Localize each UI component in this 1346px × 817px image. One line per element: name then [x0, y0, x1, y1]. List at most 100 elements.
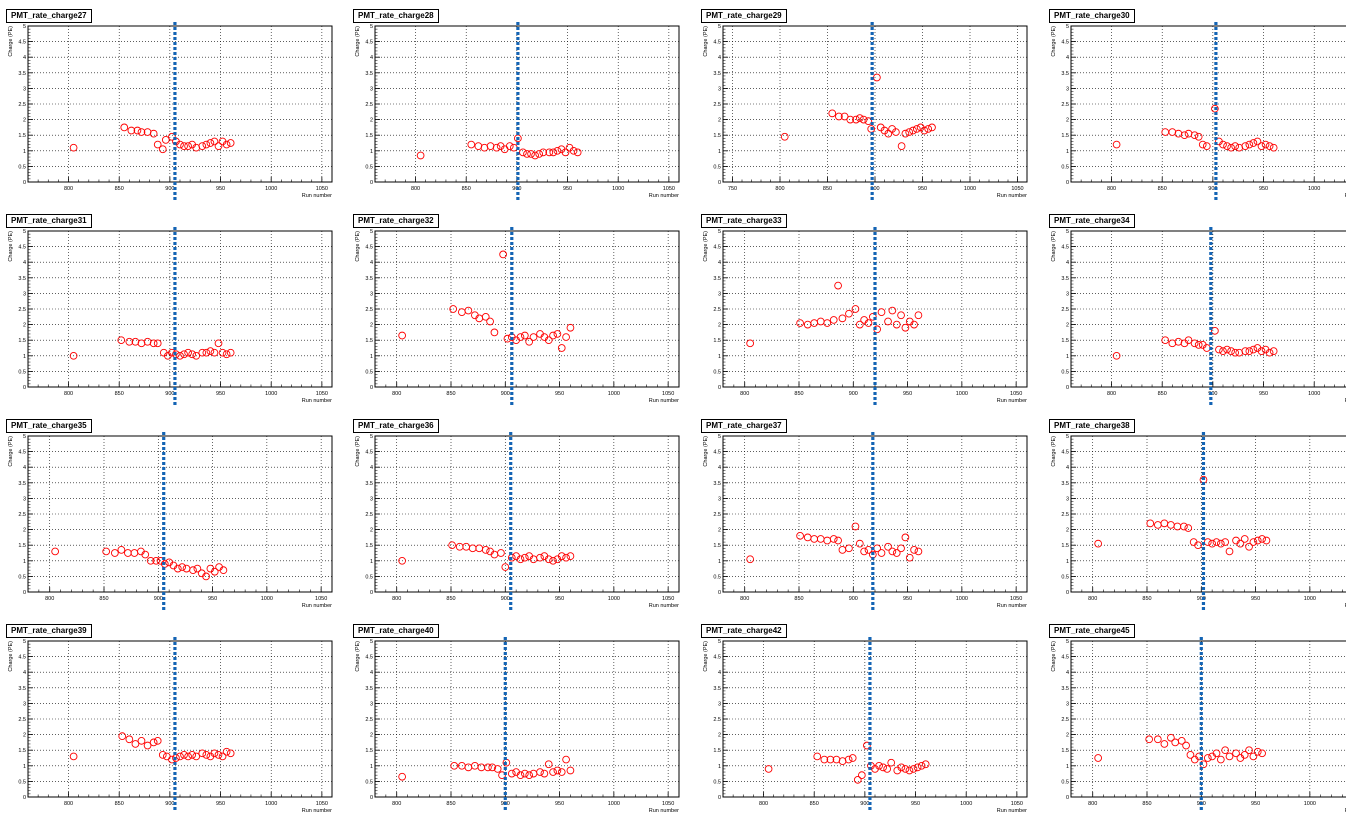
data-point	[566, 552, 575, 560]
x-tick-label: 1050	[316, 391, 328, 397]
y-tick-label: 3.5	[365, 686, 373, 692]
x-tick-label: 800	[759, 801, 768, 807]
plot-title: PMT_rate_charge36	[353, 419, 439, 433]
y-tick-label: 5	[23, 24, 26, 30]
data-point	[928, 123, 936, 132]
plot-pad: 800850900950100010500.511.522.533.544.55…	[1043, 205, 1346, 407]
y-tick-label: 4.5	[713, 40, 721, 46]
scatter-plot: 800850900950100010500.511.522.533.544.55…	[1051, 639, 1346, 814]
x-tick-label: 900	[1197, 596, 1206, 602]
scatter-plot: 800850900950100010500.511.522.533.544.55…	[1051, 229, 1346, 404]
data-point	[152, 556, 160, 565]
y-tick-label: 0	[23, 795, 26, 801]
y-tick-label: 0	[1066, 180, 1069, 186]
data-point	[102, 547, 111, 556]
data-point	[544, 555, 553, 564]
x-tick-label: 800	[392, 596, 401, 602]
y-axis-label: Charge (PE)	[8, 26, 14, 57]
y-axis-label: Charge (PE)	[1051, 231, 1057, 262]
plot-title: PMT_rate_charge30	[1049, 9, 1135, 23]
y-tick-label: 5	[370, 434, 373, 440]
x-tick-label: 800	[64, 391, 73, 397]
data-point	[1215, 345, 1223, 354]
data-point	[1261, 140, 1270, 149]
data-point	[553, 766, 562, 775]
data-point	[184, 142, 192, 150]
x-tick-label: 1000	[1304, 801, 1316, 807]
data-point	[855, 114, 864, 122]
y-tick-label: 0	[718, 385, 721, 391]
data-point	[176, 351, 184, 360]
data-point	[1245, 746, 1253, 755]
y-tick-label: 0	[718, 590, 721, 596]
y-axis-label: Charge (PE)	[1051, 641, 1057, 672]
x-tick-label: 1000	[265, 391, 277, 397]
y-axis-label: Charge (PE)	[1051, 26, 1057, 57]
data-point	[520, 769, 529, 778]
y-tick-label: 5	[718, 24, 721, 30]
data-point	[1160, 740, 1169, 748]
data-point	[1112, 351, 1121, 360]
y-tick-label: 1	[718, 149, 721, 155]
plot-frame	[374, 230, 680, 388]
data-point	[192, 351, 201, 360]
y-tick-label: 5	[23, 229, 26, 235]
y-tick-label: 0	[370, 180, 373, 186]
y-tick-label: 2.5	[365, 102, 373, 108]
x-tick-label: 1050	[1010, 391, 1022, 397]
data-point	[834, 536, 842, 545]
y-tick-label: 4.5	[1061, 245, 1069, 251]
x-tick-label: 850	[115, 801, 124, 807]
x-tick-label: 1050	[663, 186, 675, 192]
data-point	[897, 311, 905, 320]
data-point	[852, 115, 860, 124]
data-point	[855, 539, 864, 548]
plot-frame	[374, 435, 680, 593]
data-point	[125, 337, 134, 346]
data-point	[484, 763, 492, 772]
data-point	[184, 752, 192, 761]
data-point	[69, 351, 78, 360]
data-point	[525, 337, 534, 346]
y-tick-label: 2.5	[713, 717, 721, 723]
y-tick-label: 0	[1066, 795, 1069, 801]
y-tick-label: 5	[23, 639, 26, 645]
y-tick-label: 4.5	[365, 655, 373, 661]
data-point	[1212, 749, 1221, 758]
data-point	[222, 140, 231, 149]
y-tick-label: 0.5	[18, 369, 26, 375]
data-point	[901, 323, 910, 332]
data-point	[516, 771, 525, 780]
x-tick-label: 950	[216, 186, 225, 192]
data-point	[905, 766, 914, 775]
y-tick-label: 4	[718, 465, 721, 471]
data-point	[222, 747, 231, 756]
x-tick-label: 900	[501, 596, 510, 602]
x-tick-label: 1000	[265, 186, 277, 192]
data-point	[1245, 140, 1254, 149]
data-point	[851, 305, 860, 313]
y-tick-label: 5	[370, 639, 373, 645]
data-point	[851, 522, 860, 531]
x-tick-label: 1050	[316, 801, 328, 807]
x-axis-label: Run number	[302, 398, 332, 404]
y-tick-label: 2	[23, 118, 26, 124]
y-tick-label: 3	[1066, 86, 1069, 92]
data-point	[540, 769, 549, 778]
y-tick-label: 1	[370, 764, 373, 770]
plot-frame	[27, 230, 333, 388]
plot-frame	[1070, 25, 1346, 183]
data-point	[176, 752, 184, 761]
x-tick-label: 950	[1251, 596, 1260, 602]
x-tick-label: 800	[64, 801, 73, 807]
y-tick-label: 5	[718, 434, 721, 440]
data-point	[219, 566, 228, 575]
data-point	[1216, 755, 1225, 764]
y-tick-label: 4	[23, 465, 26, 471]
y-tick-label: 2.5	[713, 102, 721, 108]
data-point	[507, 769, 516, 778]
y-tick-label: 0	[23, 590, 26, 596]
data-point	[218, 752, 227, 761]
y-tick-label: 1	[1066, 149, 1069, 155]
